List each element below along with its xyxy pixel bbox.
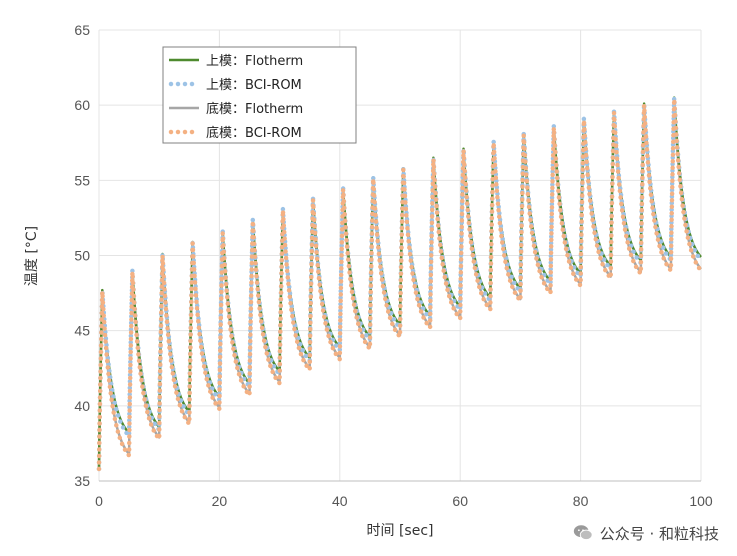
x-tick-label: 80 — [573, 493, 589, 509]
legend-label-1: 上模：Flotherm — [206, 54, 303, 69]
x-tick-label: 40 — [332, 493, 348, 509]
x-tick-label: 0 — [95, 493, 103, 509]
x-tick-label: 20 — [212, 493, 228, 509]
x-tick-label: 60 — [452, 493, 468, 509]
y-tick-label: 65 — [74, 22, 90, 38]
y-tick-label: 55 — [74, 172, 90, 188]
y-axis-label: 温度 [°C] — [24, 226, 40, 286]
series-layer — [96, 95, 704, 472]
y-tick-label: 40 — [74, 398, 90, 414]
legend-label-3: 底模：Flotherm — [206, 101, 303, 117]
y-tick-label: 35 — [74, 473, 90, 489]
y-tick-label: 60 — [74, 97, 90, 113]
tick-labels: 35 40 45 50 55 60 65 0 20 40 60 80 100 — [74, 22, 712, 509]
x-tick-label: 100 — [689, 493, 713, 509]
legend: 上模：Flotherm 上模：BCI-ROM 底模：Flotherm 底模：BCI-R… — [162, 46, 357, 144]
x-axis-label: 时间 [sec] — [367, 523, 434, 539]
legend-box — [162, 46, 357, 144]
y-tick-label: 45 — [74, 323, 90, 339]
watermark: 公众号 · 和粒科技 — [572, 522, 719, 544]
wechat-icon — [573, 525, 593, 541]
legend-label-2: 上模：BCI-ROM — [206, 78, 302, 93]
watermark-text: 公众号 · 和粒科技 — [599, 524, 719, 543]
y-tick-label: 50 — [74, 248, 90, 264]
legend-label-4: 底模：BCI-ROM — [206, 125, 302, 141]
series-line-4 — [96, 96, 704, 472]
